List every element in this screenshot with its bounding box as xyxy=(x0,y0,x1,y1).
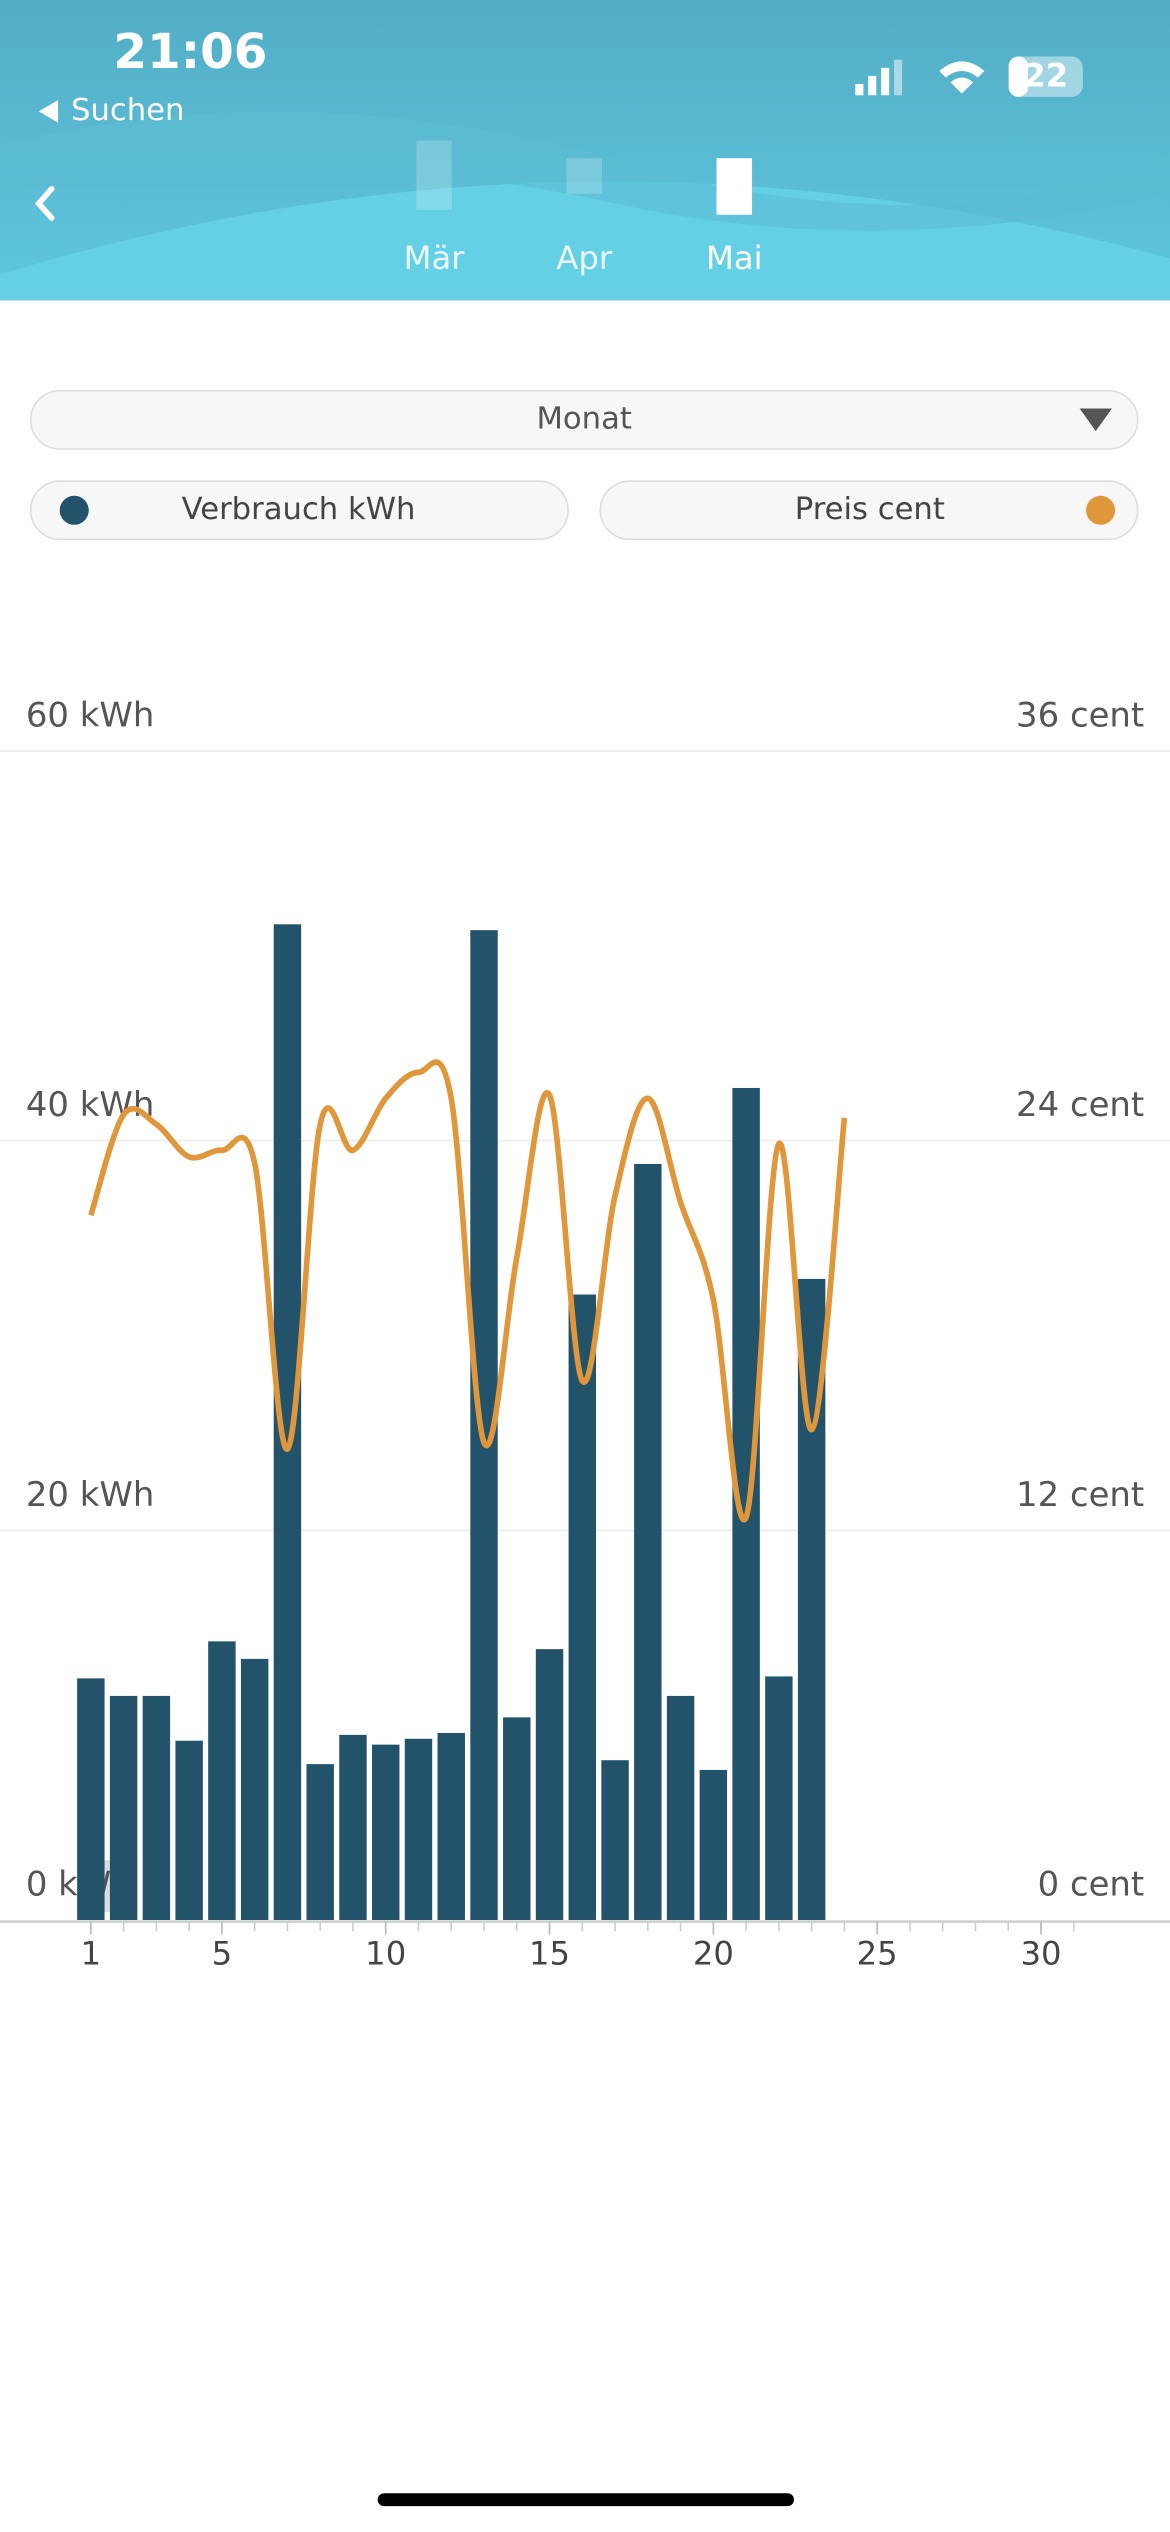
x-tick-label: 5 xyxy=(212,1935,233,1973)
month-bar xyxy=(716,158,753,215)
bar xyxy=(109,1695,138,1920)
bar xyxy=(77,1678,105,1920)
y2-tick-label: 0 cent xyxy=(1038,1865,1145,1904)
wifi-icon xyxy=(939,61,985,94)
bar xyxy=(634,1163,662,1920)
month-bar xyxy=(566,158,602,194)
bar xyxy=(208,1641,236,1920)
x-tick-label: 30 xyxy=(1020,1935,1061,1973)
month-tab[interactable]: Apr xyxy=(556,239,613,277)
bar xyxy=(372,1744,400,1920)
bar xyxy=(666,1695,695,1920)
dropdown-arrow xyxy=(1079,408,1112,432)
x-tick-label: 10 xyxy=(365,1935,406,1973)
y2-tick-label: 12 cent xyxy=(1016,1475,1144,1514)
y-tick-label: 20 kWh xyxy=(26,1475,154,1514)
bar xyxy=(404,1738,433,1920)
x-tick-label: 1 xyxy=(81,1935,102,1973)
legend-toggle[interactable] xyxy=(599,480,1139,541)
home-indicator xyxy=(377,2493,794,2507)
legend-dot xyxy=(1086,495,1116,525)
bar xyxy=(306,1764,334,1920)
bar xyxy=(503,1717,531,1920)
price-line xyxy=(88,1059,848,1523)
bar xyxy=(437,1732,465,1920)
x-tick-label: 15 xyxy=(529,1935,570,1973)
dropdown-label: Monat xyxy=(536,401,631,436)
x-tick-label: 20 xyxy=(693,1935,734,1973)
battery-level xyxy=(1008,56,1028,97)
bar xyxy=(142,1695,171,1920)
clock: 21:06 xyxy=(113,24,267,80)
signal-icon xyxy=(855,59,903,96)
header-wave xyxy=(0,111,1170,231)
y-tick-label: 40 kWh xyxy=(26,1085,154,1124)
legend-label: Verbrauch kWh xyxy=(182,492,416,527)
y2-tick-label: 36 cent xyxy=(1016,695,1144,734)
bar xyxy=(699,1769,728,1920)
month-tab[interactable]: Mai xyxy=(706,239,763,277)
month-tab[interactable]: Mär xyxy=(404,239,466,277)
bar xyxy=(568,1294,597,1920)
bar xyxy=(765,1676,793,1920)
legend-dot xyxy=(59,495,89,525)
battery-text: 22 xyxy=(1023,57,1068,95)
month-bar xyxy=(416,140,452,210)
y2-tick-label: 24 cent xyxy=(1016,1085,1144,1124)
bar xyxy=(240,1658,269,1920)
bar xyxy=(601,1760,629,1920)
back-button[interactable] xyxy=(34,186,55,221)
legend-toggle[interactable] xyxy=(29,480,569,541)
back-arrow-icon xyxy=(38,100,59,123)
legend-label: Preis cent xyxy=(795,492,945,527)
x-tick-label: 25 xyxy=(857,1935,898,1973)
period-dropdown[interactable] xyxy=(29,389,1139,450)
bar xyxy=(535,1649,564,1920)
bar xyxy=(175,1740,203,1920)
y-tick-label: 60 kWh xyxy=(26,695,154,734)
back-app[interactable]: Suchen xyxy=(71,93,184,128)
bar xyxy=(339,1734,367,1920)
